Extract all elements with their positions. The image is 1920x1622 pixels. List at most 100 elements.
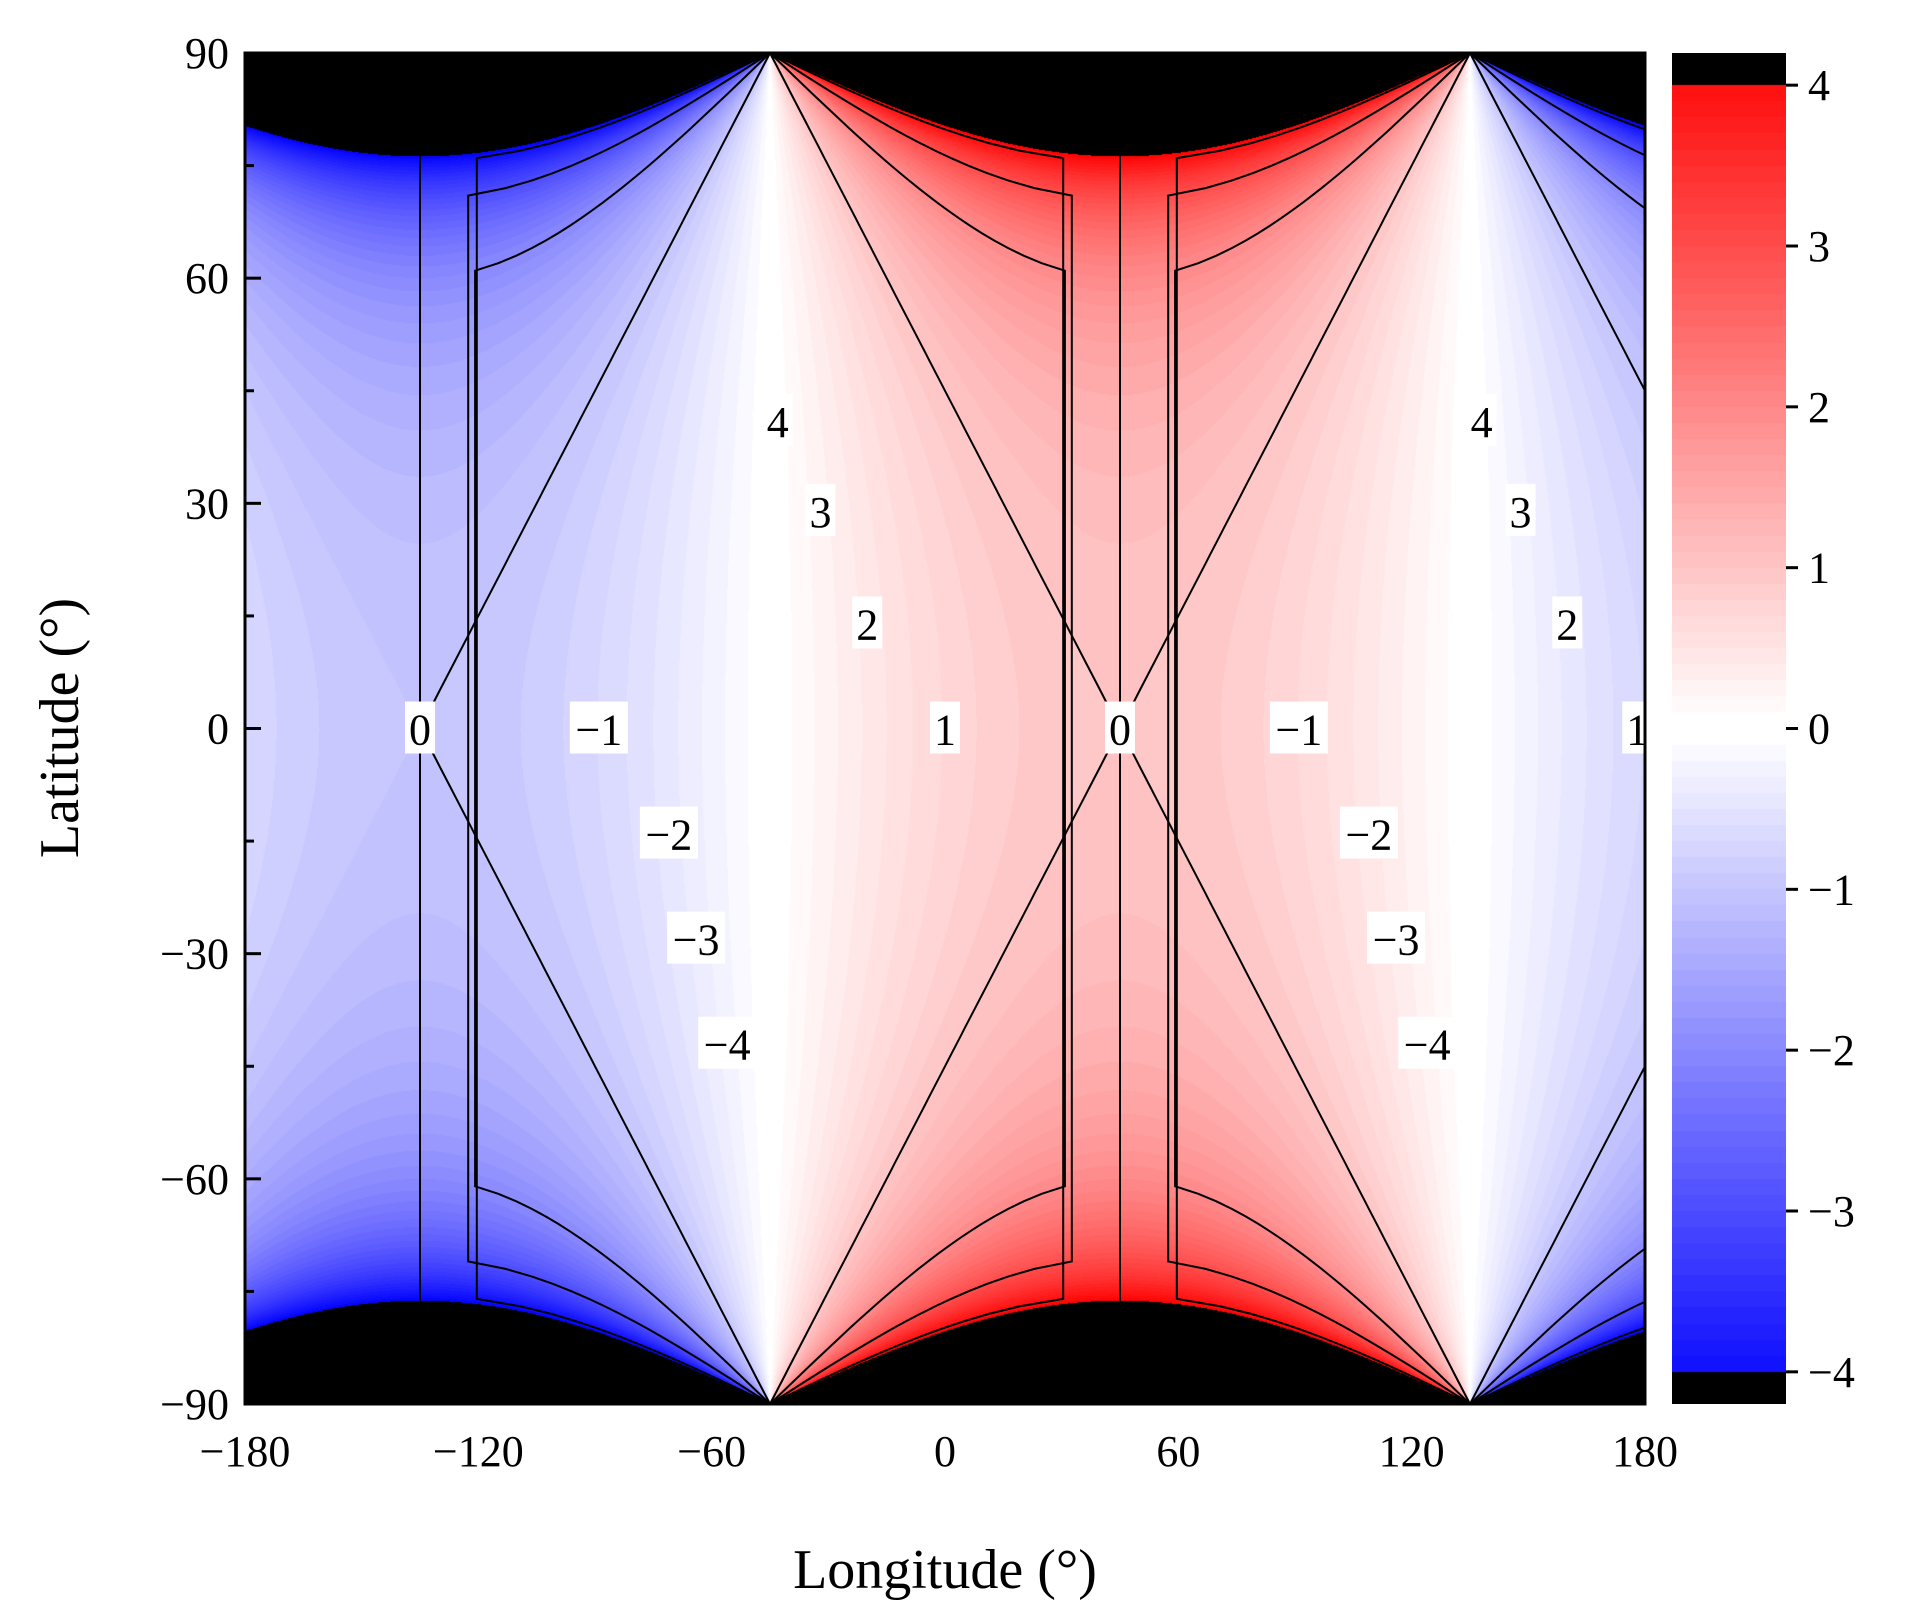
contour-label-bg <box>698 1016 757 1069</box>
contour-line--3 <box>467 53 771 1404</box>
colorbar: −4 −3 −2 −1 0 1 2 3 4 <box>1672 53 1855 1404</box>
contour-label-text: 0 <box>409 706 431 755</box>
contour-line-4 <box>769 53 1065 1404</box>
contour-lines <box>418 53 1645 1404</box>
contour-line-2 <box>769 53 1066 1404</box>
colorbar-tick-label: −2 <box>1808 1026 1855 1075</box>
contour-label: −4 <box>698 1016 757 1070</box>
x-tick-label: −120 <box>433 1427 524 1476</box>
contour-label: −2 <box>639 806 698 860</box>
contour-line--4 <box>1175 53 1471 1404</box>
contour-label-text: −1 <box>575 706 622 755</box>
contour-label: 4 <box>762 393 793 447</box>
contour-line--3 <box>1167 53 1471 1404</box>
contour-label-text: −3 <box>673 916 720 965</box>
contour-label-text: −2 <box>645 811 692 860</box>
contour-label-text: −4 <box>704 1021 751 1070</box>
contour-line-2 <box>1469 53 1645 1404</box>
contour-label: −4 <box>1398 1016 1457 1070</box>
colorbar-tick-label: 3 <box>1808 222 1830 271</box>
contour-label: 1 <box>1622 701 1653 755</box>
contour-line-1 <box>1469 53 1645 1404</box>
contour-label-bg <box>405 701 435 754</box>
contour-label: −3 <box>1367 911 1426 965</box>
contour-label-bg <box>639 806 698 859</box>
contour-label: 0 <box>405 701 435 755</box>
colorbar-tick-label: 0 <box>1808 705 1830 754</box>
x-tick-label: −180 <box>200 1427 291 1476</box>
colorbar-tick-label: 4 <box>1808 61 1830 110</box>
x-axis: −180 −120 −60 0 60 120 180 <box>200 1388 1678 1476</box>
contour-label-bg <box>1466 393 1497 446</box>
x-axis-title: Longitude (°) <box>793 1539 1097 1601</box>
contour-line-4 <box>1469 53 1645 1404</box>
y-axis-title: Latitude (°) <box>29 598 91 858</box>
contour-label: 2 <box>1552 596 1583 649</box>
x-tick-label: −60 <box>677 1427 746 1476</box>
contour-label-text: 4 <box>1471 398 1493 447</box>
contour-label-text: −4 <box>1404 1021 1451 1070</box>
contour-label-text: 2 <box>856 600 878 649</box>
x-tick-label: 0 <box>934 1427 956 1476</box>
contour-label-bg <box>1552 596 1583 649</box>
y-tick-label: 90 <box>185 29 229 78</box>
contour-label: 3 <box>805 483 836 537</box>
contour-label-text: 1 <box>934 706 956 755</box>
contour-label-text: 2 <box>1556 600 1578 649</box>
x-tick-label: 60 <box>1156 1427 1200 1476</box>
contour-label-text: 3 <box>1510 488 1532 537</box>
contour-label-bg <box>1398 1016 1457 1069</box>
y-tick-label: 0 <box>207 705 229 754</box>
contour-label: −1 <box>569 701 628 755</box>
y-axis: −90 −60 −30 0 30 60 90 <box>160 29 261 1429</box>
colorbar-tick-label: −1 <box>1808 865 1855 914</box>
contour-label-bg <box>762 393 793 446</box>
contour-label-bg <box>930 701 960 754</box>
contour-label: 0 <box>1105 701 1135 755</box>
contour-label-text: 1 <box>1626 706 1648 755</box>
y-tick-label: −60 <box>160 1155 229 1204</box>
x-tick-label: 180 <box>1612 1427 1678 1476</box>
colorbar-ticks: −4 −3 −2 −1 0 1 2 3 4 <box>1786 61 1855 1397</box>
contour-label-bg <box>1505 483 1536 536</box>
contour-line-3 <box>769 53 1073 1404</box>
contour-label-text: −1 <box>1275 706 1322 755</box>
contour-label: −1 <box>1269 701 1328 755</box>
contour-label: −2 <box>1339 806 1398 860</box>
colorbar-tick-label: −4 <box>1808 1348 1855 1397</box>
contour-label-text: 3 <box>810 488 832 537</box>
y-tick-label: −30 <box>160 930 229 979</box>
colorbar-tick-label: 2 <box>1808 383 1830 432</box>
contour-label: 4 <box>1466 393 1497 447</box>
contour-label-text: 0 <box>1109 706 1131 755</box>
x-tick-label: 120 <box>1379 1427 1445 1476</box>
colorbar-gradient <box>1672 53 1786 1404</box>
contour-label: 2 <box>852 596 883 649</box>
contour-label-bg <box>1367 911 1426 964</box>
contour-label: 1 <box>930 701 960 755</box>
contour-label-bg <box>852 596 883 649</box>
contour-line--2 <box>1174 53 1471 1404</box>
contour-label-text: −2 <box>1345 811 1392 860</box>
contour-label-text: 4 <box>767 398 789 447</box>
y-tick-label: −90 <box>160 1380 229 1429</box>
y-tick-label: 30 <box>185 479 229 528</box>
contour-line--4 <box>475 53 771 1404</box>
contour-label-bg <box>1269 701 1328 754</box>
contour-label-bg <box>667 911 726 964</box>
contour-label-bg <box>569 701 628 754</box>
colorbar-tick-label: −3 <box>1808 1187 1855 1236</box>
contour-label-bg <box>1622 701 1653 754</box>
contour-label-bg <box>1339 806 1398 859</box>
contour-label: 3 <box>1505 483 1536 537</box>
y-tick-label: 60 <box>185 254 229 303</box>
contour-line-3 <box>1469 53 1645 1404</box>
contour-line--2 <box>474 53 771 1404</box>
contour-label-bg <box>1105 701 1135 754</box>
contour-label-bg <box>805 483 836 536</box>
colorbar-tick-label: 1 <box>1808 544 1830 593</box>
contour-label-text: −3 <box>1373 916 1420 965</box>
